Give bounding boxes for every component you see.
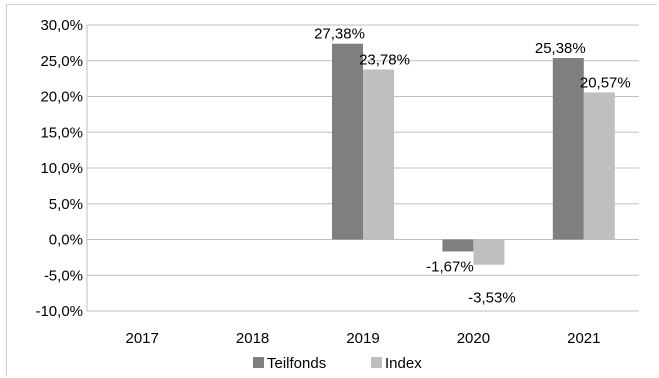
data-label: 25,38% xyxy=(535,40,586,57)
legend-label-index: Index xyxy=(385,355,422,372)
y-tick-label: 30,0% xyxy=(40,17,83,34)
y-tick-label: 15,0% xyxy=(40,124,83,141)
bar-teilfonds-2019 xyxy=(332,43,363,240)
y-tick-label: 25,0% xyxy=(40,53,83,70)
bar-teilfonds-2021 xyxy=(552,58,584,240)
x-tick-label: 2021 xyxy=(567,330,600,347)
y-tick-label: -5,0% xyxy=(44,267,83,284)
bar-teilfonds-2020 xyxy=(442,239,474,252)
legend-swatch-index xyxy=(371,357,382,368)
bar-index-2020 xyxy=(473,239,505,265)
data-label: 20,57% xyxy=(580,74,631,91)
legend: Teilfonds Index xyxy=(253,355,422,372)
data-label: -3,53% xyxy=(468,290,516,307)
data-label: 23,78% xyxy=(359,51,410,68)
data-label: 27,38% xyxy=(314,26,365,43)
y-tick-label: 5,0% xyxy=(49,196,83,213)
data-label: -1,67% xyxy=(426,258,474,275)
x-tick-label: 2017 xyxy=(126,330,159,347)
data-labels: 27,38% -1,67% 25,38% 23,78% -3,53% 20,57% xyxy=(314,26,631,307)
x-tick-label: 2019 xyxy=(346,330,379,347)
x-tick-label: 2020 xyxy=(457,330,490,347)
x-tick-label: 2018 xyxy=(236,330,269,347)
legend-swatch-teilfonds xyxy=(253,357,264,368)
y-tick-label: -10,0% xyxy=(35,303,83,320)
x-axis: 2017 2018 2019 2020 2021 xyxy=(126,330,601,347)
legend-label-teilfonds: Teilfonds xyxy=(267,355,326,372)
y-tick-label: 20,0% xyxy=(40,89,83,106)
y-tick-label: 10,0% xyxy=(40,160,83,177)
y-axis: 30,0% 25,0% 20,0% 15,0% 10,0% 5,0% 0,0% -5,0% -1… xyxy=(35,17,88,320)
bar-index-2019 xyxy=(363,69,394,240)
y-tick-label: 0,0% xyxy=(49,232,83,249)
bars xyxy=(332,43,615,265)
chart-frame xyxy=(6,4,657,376)
bar-index-2021 xyxy=(583,92,615,240)
